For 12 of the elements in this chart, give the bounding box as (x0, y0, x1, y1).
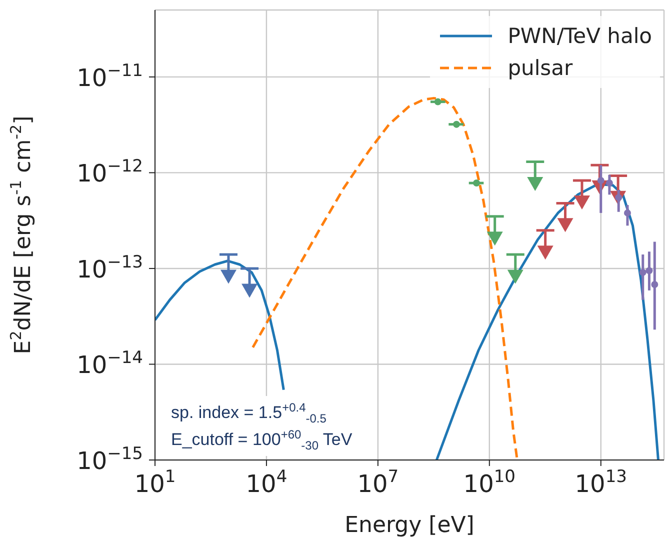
y-tick-label: 10$^{−12}$ (76, 156, 143, 188)
annotation: E_cutoff = 100$^{+60}$$_{-30}$ TeV (171, 426, 352, 453)
x-tick-label: 10$^{10}$ (463, 467, 516, 498)
legend-label: PWN/TeV halo (508, 24, 652, 48)
x-tick-label: 10$^{13}$ (574, 467, 627, 498)
y-tick-label: 10$^{−11}$ (76, 60, 143, 92)
x-axis-title: Energy [eV] (344, 513, 474, 538)
y-tick-label: 10$^{−14}$ (76, 348, 143, 380)
legend-label: pulsar (508, 56, 573, 80)
x-tick-label: 10$^{4}$ (246, 467, 288, 498)
y-tick-label: 10$^{−13}$ (76, 252, 143, 284)
x-tick-label: 10$^{7}$ (357, 467, 399, 498)
